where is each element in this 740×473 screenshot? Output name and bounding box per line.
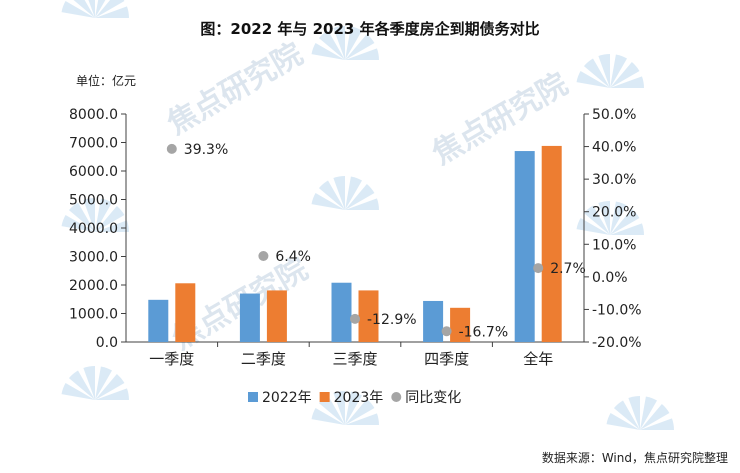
yoy-point (166, 143, 177, 154)
right-tick-label: -10.0% (592, 302, 642, 318)
left-tick-label: 2000.0 (69, 278, 118, 294)
chart-title: 图：2022 年与 2023 年各季度房企到期债务对比 (200, 20, 539, 38)
yoy-data-label: -16.7% (459, 324, 509, 340)
bar-2023年 (358, 290, 379, 342)
category-label: 全年 (523, 350, 553, 368)
bar-2023年 (450, 307, 471, 342)
legend-swatch (248, 392, 258, 402)
legend-label: 同比变化 (405, 390, 461, 406)
bar-2022年 (239, 293, 260, 342)
legend-swatch (319, 392, 330, 402)
yoy-point (441, 326, 452, 337)
axes: 0.0 1000.0 2000.0 3000.0 4000.0 5000.0 6000.0 7… (69, 107, 642, 368)
yoy-data-label: 6.4% (275, 249, 311, 265)
right-tick-label: 10.0% (592, 237, 636, 253)
right-tick-label: 20.0% (592, 205, 636, 221)
bar-2022年 (514, 151, 535, 342)
category-label: 三季度 (332, 350, 377, 368)
watermark-logo-icon (61, 366, 129, 400)
bar-2022年 (148, 299, 169, 342)
watermark-text: 焦点研究院 (162, 37, 309, 142)
bar-2022年 (423, 300, 444, 342)
bars (148, 145, 562, 342)
yoy-point (258, 251, 269, 262)
left-tick-label: 6000.0 (69, 164, 118, 180)
left-tick-label: 5000.0 (69, 193, 118, 209)
legend-label: 2023年 (334, 390, 384, 406)
watermark-logo-icon (606, 396, 674, 430)
left-tick-label: 7000.0 (69, 136, 118, 152)
watermark-logo-icon (61, 198, 129, 232)
yoy-point (350, 313, 360, 324)
right-tick-label: -20.0% (592, 335, 642, 351)
legend-label: 2022年 (262, 390, 312, 406)
yoy-data-label: -12.9% (367, 312, 417, 328)
watermark-logo-icon (61, 0, 129, 18)
left-tick-label: 8000.0 (69, 107, 118, 123)
legend: 2022年 2023年 同比变化 (248, 390, 461, 406)
bar-2023年 (541, 145, 562, 342)
category-label: 一季度 (149, 350, 194, 368)
bar-2022年 (331, 282, 352, 342)
left-tick-label: 0.0 (96, 335, 118, 351)
right-tick-label: 50.0% (592, 107, 636, 123)
watermark-logo-icon (576, 201, 644, 235)
bar-2023年 (175, 283, 196, 342)
yoy-points: 39.3% 6.4% -12.9% -16.7% 2.7% (166, 142, 586, 340)
legend-marker (391, 392, 402, 402)
left-tick-label: 4000.0 (69, 221, 118, 237)
yoy-point (533, 263, 544, 274)
watermark-logo-icon (311, 176, 379, 210)
category-label: 二季度 (241, 350, 286, 368)
yoy-data-label: 2.7% (550, 261, 586, 277)
watermark-logo-icon (311, 391, 379, 425)
yoy-data-label: 39.3% (184, 142, 228, 158)
watermark-logo-icon (311, 26, 379, 60)
watermark-logo-icon (576, 54, 644, 88)
right-tick-label: 40.0% (592, 140, 636, 156)
unit-label: 单位：亿元 (76, 73, 136, 88)
category-label: 四季度 (424, 350, 469, 368)
left-tick-label: 3000.0 (69, 250, 118, 266)
bar-2023年 (266, 290, 287, 342)
right-tick-label: 0.0% (592, 270, 628, 286)
left-tick-label: 1000.0 (69, 307, 118, 323)
source-note: 数据来源：Wind，焦点研究院整理 (542, 450, 728, 465)
right-tick-label: 30.0% (592, 172, 636, 188)
